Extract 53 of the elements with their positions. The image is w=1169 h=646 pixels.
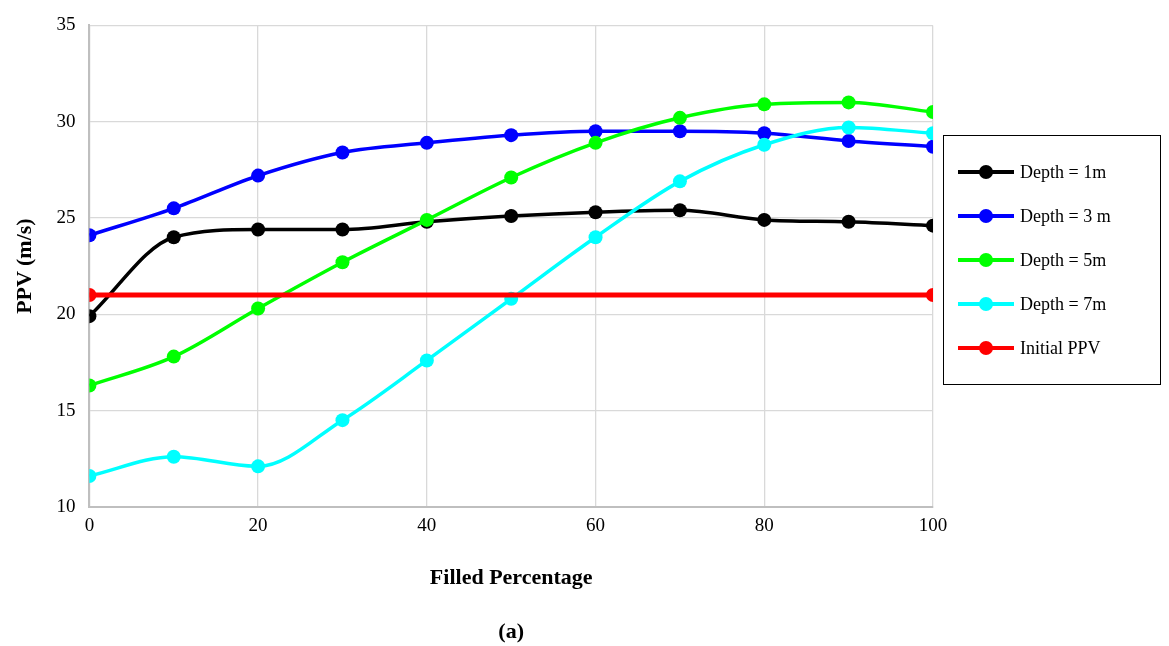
y-tick-label: 30 [56, 109, 76, 131]
point [419, 135, 434, 150]
x-axis-title: Filled Percentage [429, 564, 593, 590]
text: (a) [498, 617, 525, 643]
y-tick-label: 35 [56, 13, 76, 35]
point [504, 128, 519, 143]
point [335, 413, 350, 428]
point [251, 459, 266, 474]
point [588, 135, 603, 150]
point [757, 126, 772, 141]
y-axis-title: PPV (m/s) [10, 218, 36, 314]
point [251, 168, 266, 183]
point [251, 222, 266, 237]
point [672, 203, 687, 218]
point [757, 137, 772, 152]
point [166, 449, 181, 464]
point [672, 110, 687, 125]
point [757, 212, 772, 227]
point [588, 124, 603, 139]
point [335, 145, 350, 160]
legend-label: Depth = 3 m [1020, 205, 1111, 227]
legend-label: Depth = 1m [1020, 161, 1107, 183]
point [588, 230, 603, 245]
point [504, 209, 519, 224]
point [841, 95, 856, 110]
legend-label: Depth = 5m [1020, 249, 1107, 271]
point [672, 174, 687, 189]
x-tick-label: 100 [918, 514, 948, 536]
point [335, 255, 350, 270]
legend-label: Depth = 7m [1020, 293, 1107, 315]
point [166, 349, 181, 364]
point [588, 205, 603, 220]
y-tick-label: 10 [56, 494, 76, 516]
point [419, 353, 434, 368]
point [166, 201, 181, 216]
x-tick-label: 80 [754, 514, 774, 536]
y-tick-label: 20 [56, 302, 76, 324]
y-tick-label: 15 [56, 398, 76, 420]
point [166, 230, 181, 245]
point [504, 170, 519, 185]
x-tick-label: 60 [586, 514, 606, 536]
y-tick-label: 25 [56, 205, 76, 227]
point [841, 133, 856, 148]
x-tick-label: 20 [248, 514, 268, 536]
point [841, 214, 856, 229]
point [841, 120, 856, 135]
x-tick-label: 0 [84, 514, 95, 536]
x-tick-label: 40 [417, 514, 437, 536]
point [757, 97, 772, 112]
point [251, 301, 266, 316]
legend-label: Initial PPV [1020, 337, 1101, 359]
point [335, 222, 350, 237]
point [672, 124, 687, 139]
